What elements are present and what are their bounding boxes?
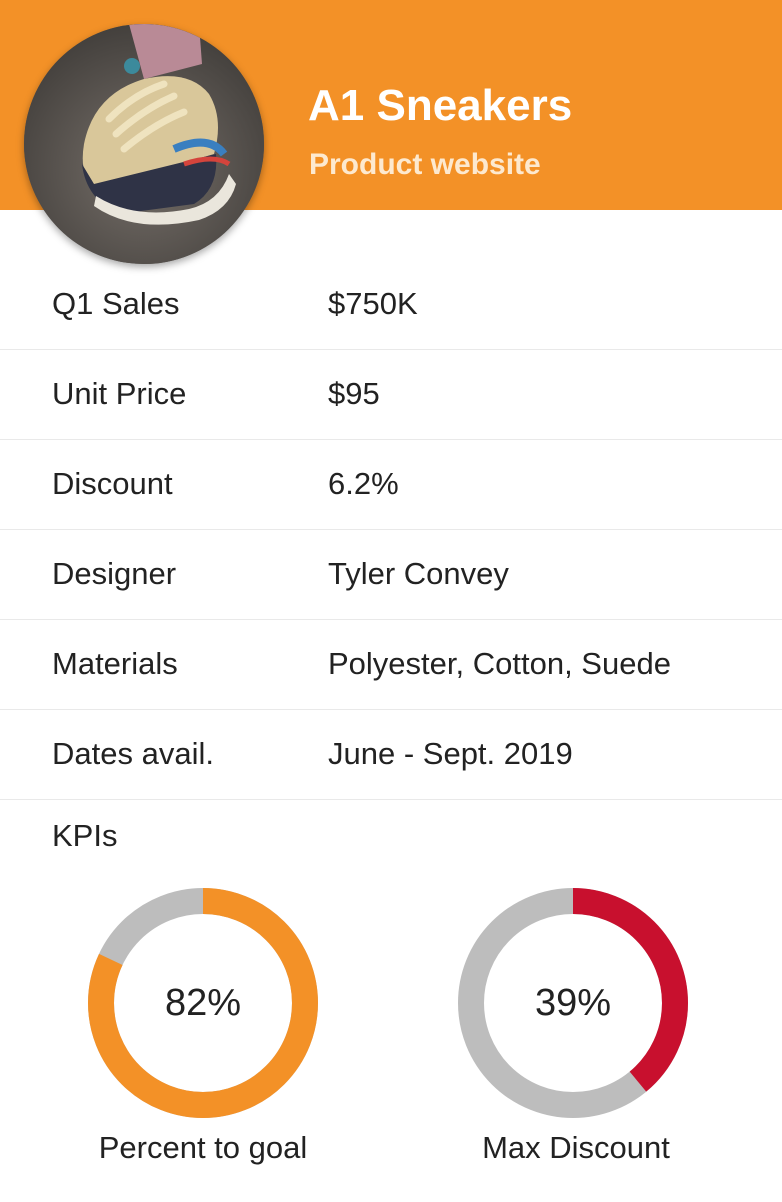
gauge-caption: Max Discount [482, 1130, 670, 1165]
product-details: Q1 Sales $750K Unit Price $95 Discount 6… [0, 260, 782, 800]
detail-row-discount: Discount 6.2% [0, 440, 782, 530]
detail-label: Unit Price [52, 376, 187, 411]
detail-label: Materials [52, 646, 178, 681]
detail-label: Discount [52, 466, 173, 501]
detail-label: Q1 Sales [52, 286, 180, 321]
detail-value: Polyester, Cotton, Suede [328, 646, 671, 681]
detail-value: June - Sept. 2019 [328, 736, 573, 771]
detail-value: 6.2% [328, 466, 399, 501]
detail-row-dates-available: Dates avail. June - Sept. 2019 [0, 710, 782, 800]
page-subtitle: Product website [309, 148, 541, 181]
detail-row-materials: Materials Polyester, Cotton, Suede [0, 620, 782, 710]
detail-row-designer: Designer Tyler Convey [0, 530, 782, 620]
gauge-value: 82% [164, 981, 242, 1024]
detail-label: Designer [52, 556, 177, 591]
kpi-gauge-max-discount: 39% [458, 888, 688, 1118]
detail-value: Tyler Convey [328, 556, 509, 591]
kpi-gauge-percent-to-goal: 82% [88, 888, 318, 1118]
detail-label: Dates avail. [52, 736, 214, 771]
sneaker-photo-icon [24, 24, 264, 264]
gauge-arc [458, 888, 688, 1118]
gauge-arc [88, 888, 318, 1118]
page-title: A1 Sneakers [308, 81, 573, 130]
kpis-heading: KPIs [52, 818, 118, 853]
gauge-caption: Percent to goal [98, 1130, 308, 1165]
detail-value: $95 [328, 376, 380, 411]
detail-row-q1-sales: Q1 Sales $750K [0, 260, 782, 350]
detail-value: $750K [328, 286, 418, 321]
gauge-value: 39% [534, 981, 612, 1024]
detail-row-unit-price: Unit Price $95 [0, 350, 782, 440]
product-avatar [24, 24, 264, 264]
